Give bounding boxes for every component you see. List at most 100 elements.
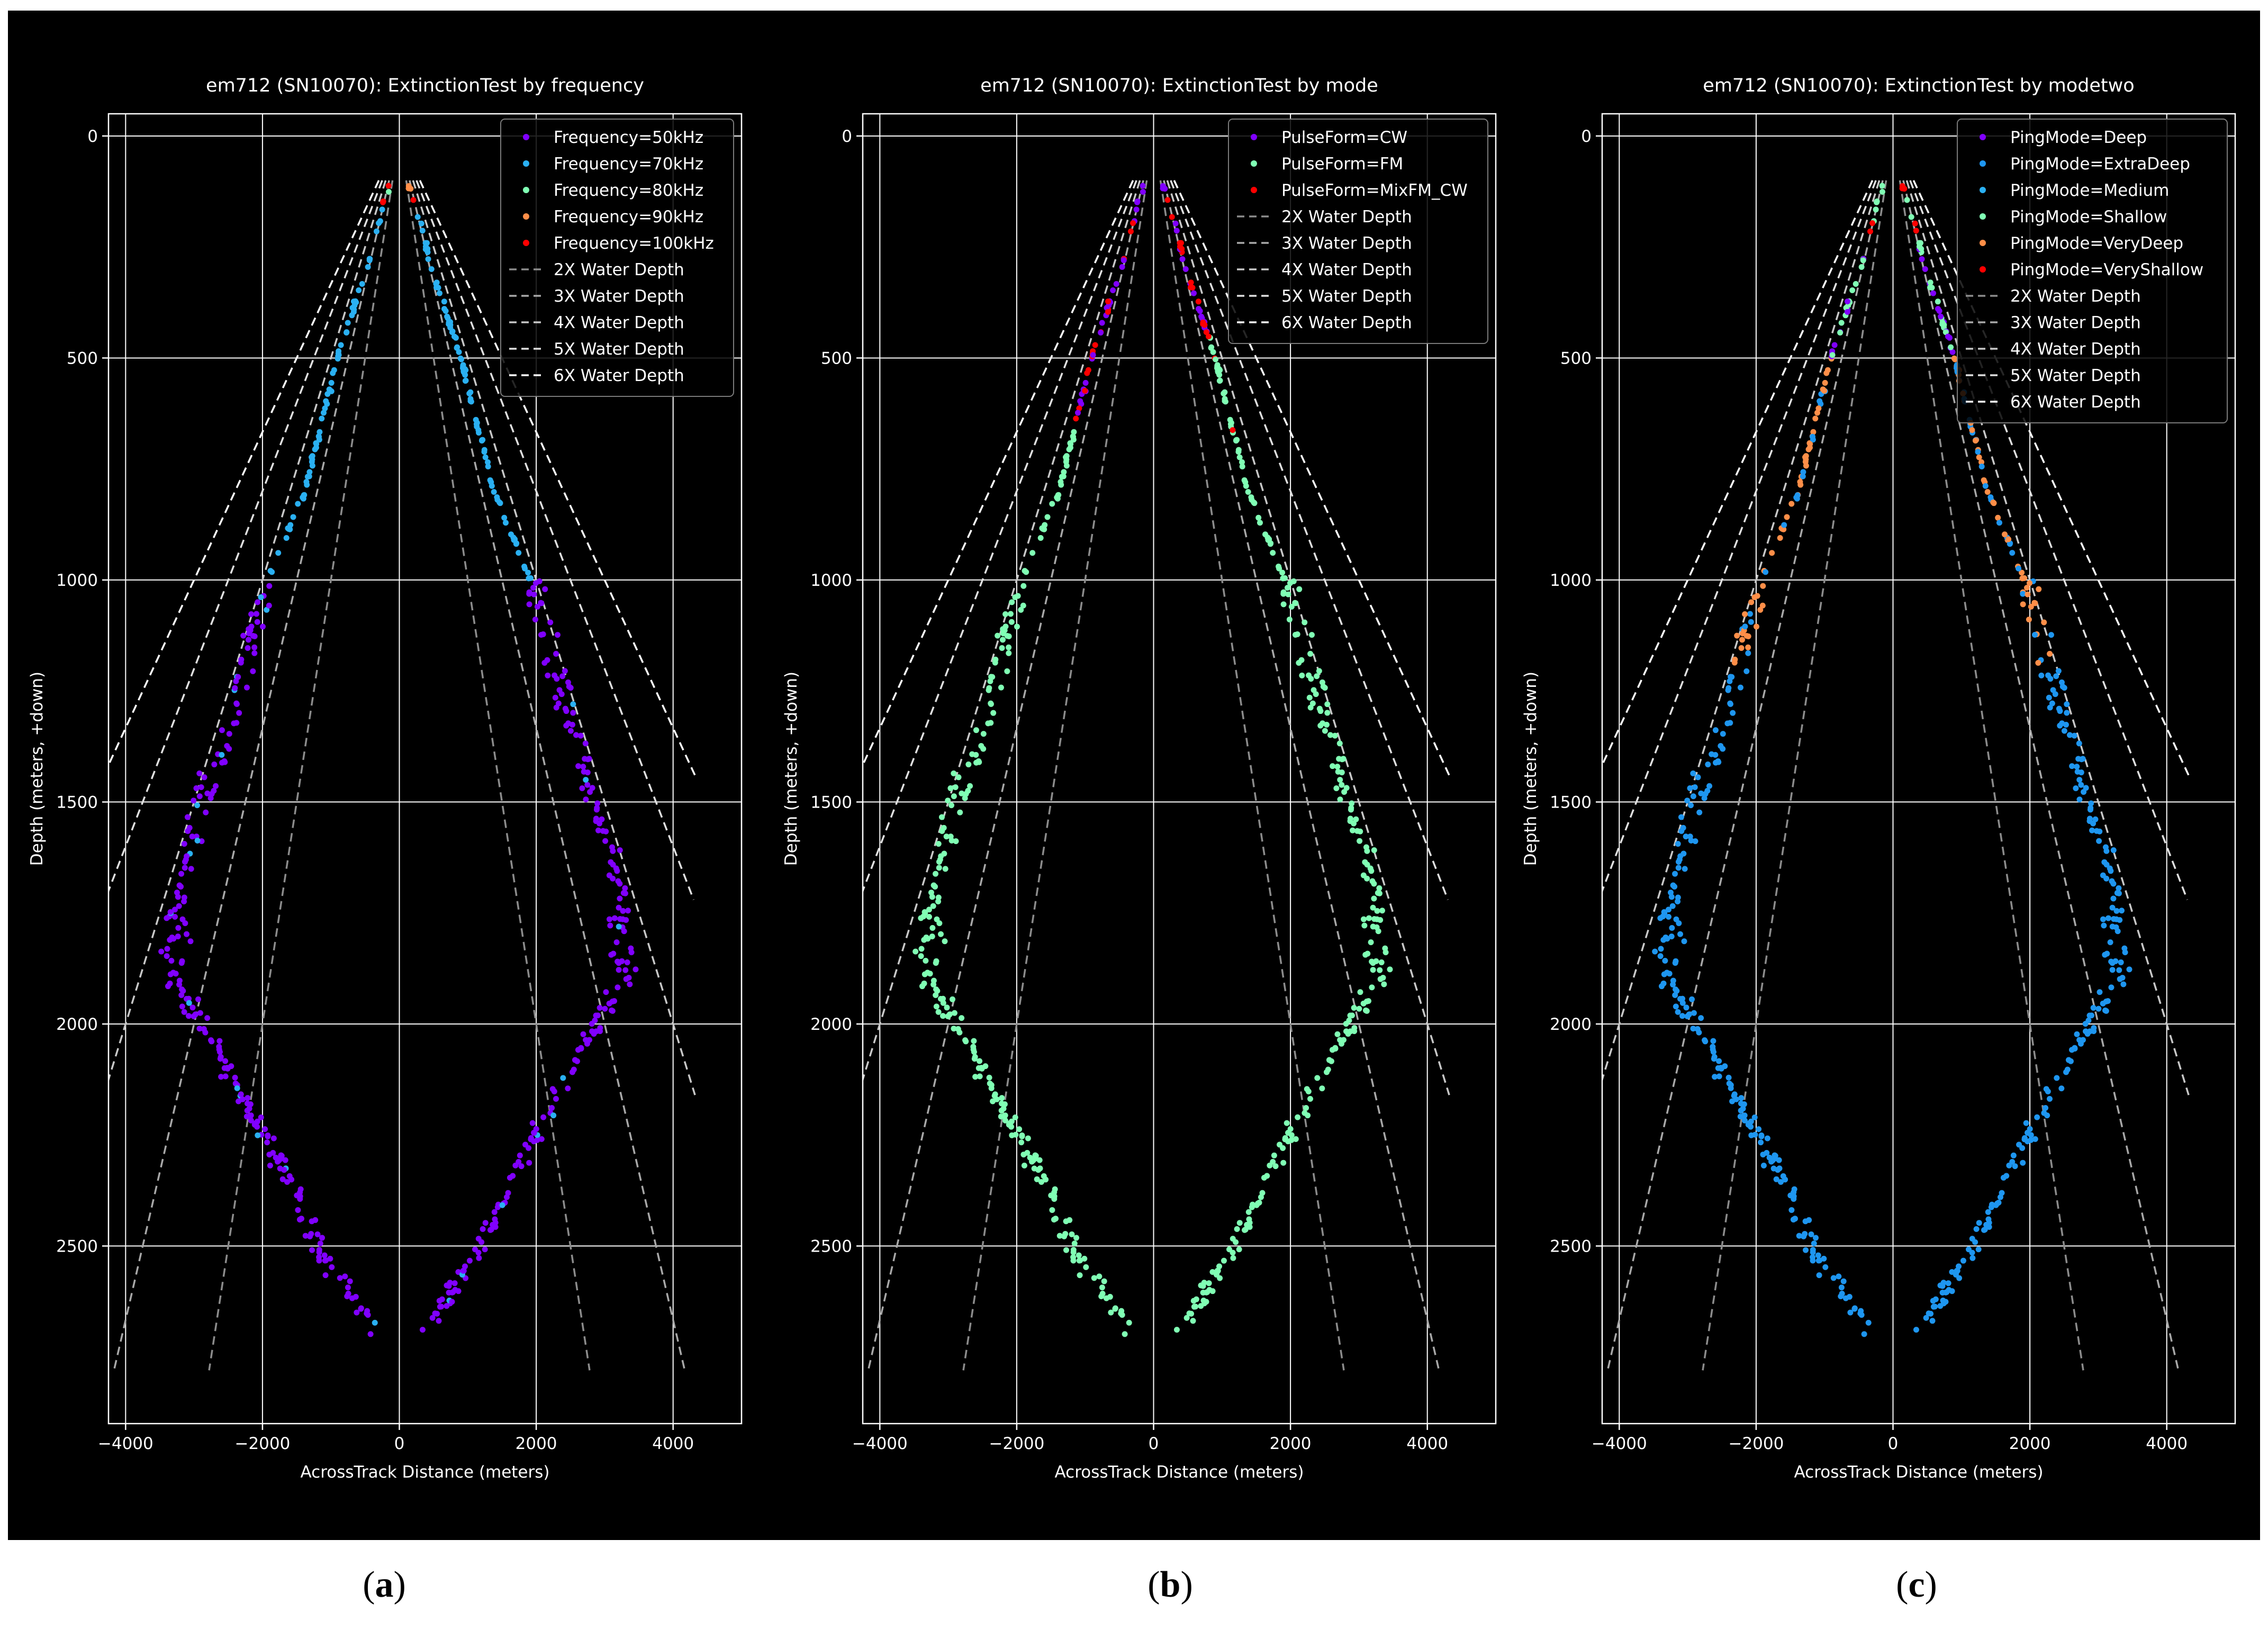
sounding-point xyxy=(1800,469,1806,475)
water-depth-line-5x xyxy=(1170,180,1449,900)
sounding-point xyxy=(1230,1236,1236,1242)
sounding-point xyxy=(1948,344,1954,350)
sounding-point xyxy=(2016,565,2022,572)
sounding-point xyxy=(367,1331,374,1337)
water-depth-line-2x xyxy=(962,180,1148,1371)
sounding-point xyxy=(570,710,576,716)
sounding-point xyxy=(567,685,574,691)
sounding-point xyxy=(1091,1275,1097,1281)
sounding-point xyxy=(2080,756,2086,762)
sounding-point xyxy=(624,959,630,965)
sounding-point xyxy=(1738,1095,1745,1101)
sounding-point xyxy=(485,459,491,465)
sounding-point xyxy=(1377,917,1384,923)
sounding-point xyxy=(1727,678,1733,684)
sounding-point xyxy=(1021,1162,1027,1169)
sounding-point xyxy=(1179,256,1186,262)
x-tick-label: 2000 xyxy=(516,1434,557,1453)
sounding-point xyxy=(1203,329,1209,336)
sounding-point xyxy=(2000,1174,2007,1181)
sounding-point xyxy=(437,1303,443,1310)
sounding-point xyxy=(1811,1240,1817,1247)
sounding-point xyxy=(1904,197,1910,203)
sounding-point xyxy=(501,514,508,521)
sounding-point xyxy=(1314,673,1320,680)
sounding-point xyxy=(999,637,1006,643)
sounding-point xyxy=(1172,220,1179,227)
sounding-point xyxy=(2019,1145,2026,1151)
sounding-point xyxy=(2083,785,2089,791)
sounding-point xyxy=(441,298,447,305)
sounding-point xyxy=(1370,904,1376,911)
sounding-point xyxy=(250,668,256,674)
legend-label: 6X Water Depth xyxy=(1281,313,1412,332)
sounding-point xyxy=(1816,1272,1822,1279)
sounding-point xyxy=(584,782,591,788)
sounding-point xyxy=(1024,1149,1031,1156)
sounding-point xyxy=(565,1085,571,1092)
sounding-point xyxy=(2043,1086,2049,1092)
sounding-point xyxy=(505,1190,511,1196)
sounding-point xyxy=(1082,387,1088,394)
sounding-point xyxy=(2032,600,2038,606)
sounding-point xyxy=(553,650,559,657)
sounding-point xyxy=(419,228,426,234)
sounding-point xyxy=(934,916,940,922)
sounding-point xyxy=(248,611,255,618)
sounding-point xyxy=(447,1280,453,1286)
sounding-point xyxy=(578,1045,584,1052)
sounding-point xyxy=(1803,456,1809,463)
sounding-point xyxy=(1190,1318,1196,1324)
sounding-point xyxy=(253,1120,259,1126)
sounding-point xyxy=(959,790,965,796)
x-tick-label: −2000 xyxy=(989,1434,1044,1453)
sounding-point xyxy=(321,1252,328,1258)
sounding-point xyxy=(1712,727,1719,734)
sounding-point xyxy=(1927,279,1933,286)
sounding-point xyxy=(1673,916,1679,922)
sounding-point xyxy=(1351,1004,1357,1011)
sounding-point xyxy=(1858,1312,1865,1318)
sounding-point xyxy=(616,923,622,930)
sounding-point xyxy=(1949,349,1956,355)
sounding-point xyxy=(269,569,275,575)
sounding-point xyxy=(2118,959,2124,965)
sounding-point xyxy=(2103,862,2110,868)
sounding-point xyxy=(1099,1284,1105,1291)
sounding-point xyxy=(1378,959,1385,965)
sounding-point xyxy=(1738,1100,1744,1107)
ticks: −4000 −2000 0 2000 4000 0 500 1000 1500 2000 2500 xyxy=(56,127,694,1453)
sounding-point xyxy=(554,632,561,638)
sounding-point xyxy=(1307,1095,1313,1102)
sounding-point xyxy=(2100,1000,2106,1007)
sounding-point xyxy=(295,501,301,507)
sounding-point xyxy=(1230,1255,1236,1261)
sounding-point xyxy=(1282,1136,1288,1143)
sounding-point xyxy=(194,837,201,844)
sounding-point xyxy=(1678,814,1684,820)
sounding-point xyxy=(1361,922,1368,929)
sounding-point xyxy=(1044,514,1051,520)
sounding-point xyxy=(1985,1209,1991,1215)
x-tick-label: −4000 xyxy=(852,1434,908,1453)
sounding-point xyxy=(184,814,191,820)
sounding-point xyxy=(1794,492,1801,499)
sounding-point xyxy=(1672,959,1678,966)
sounding-point xyxy=(1226,1246,1232,1253)
sounding-point xyxy=(1983,1221,1990,1228)
sounding-point xyxy=(266,602,272,609)
sounding-point xyxy=(1340,756,1347,762)
sounding-point xyxy=(1972,438,1978,444)
sounding-point xyxy=(1099,320,1105,326)
sounding-point xyxy=(602,1006,608,1012)
sounding-point xyxy=(502,520,509,526)
sounding-point xyxy=(1930,1303,1937,1310)
sounding-point xyxy=(1336,756,1342,762)
sounding-point xyxy=(1748,599,1755,605)
sounding-point xyxy=(251,633,258,639)
sounding-point xyxy=(1668,934,1675,940)
sounding-point xyxy=(1183,1315,1190,1321)
sounding-point xyxy=(929,934,935,940)
sounding-point xyxy=(2036,586,2042,592)
sounding-point xyxy=(219,759,225,766)
